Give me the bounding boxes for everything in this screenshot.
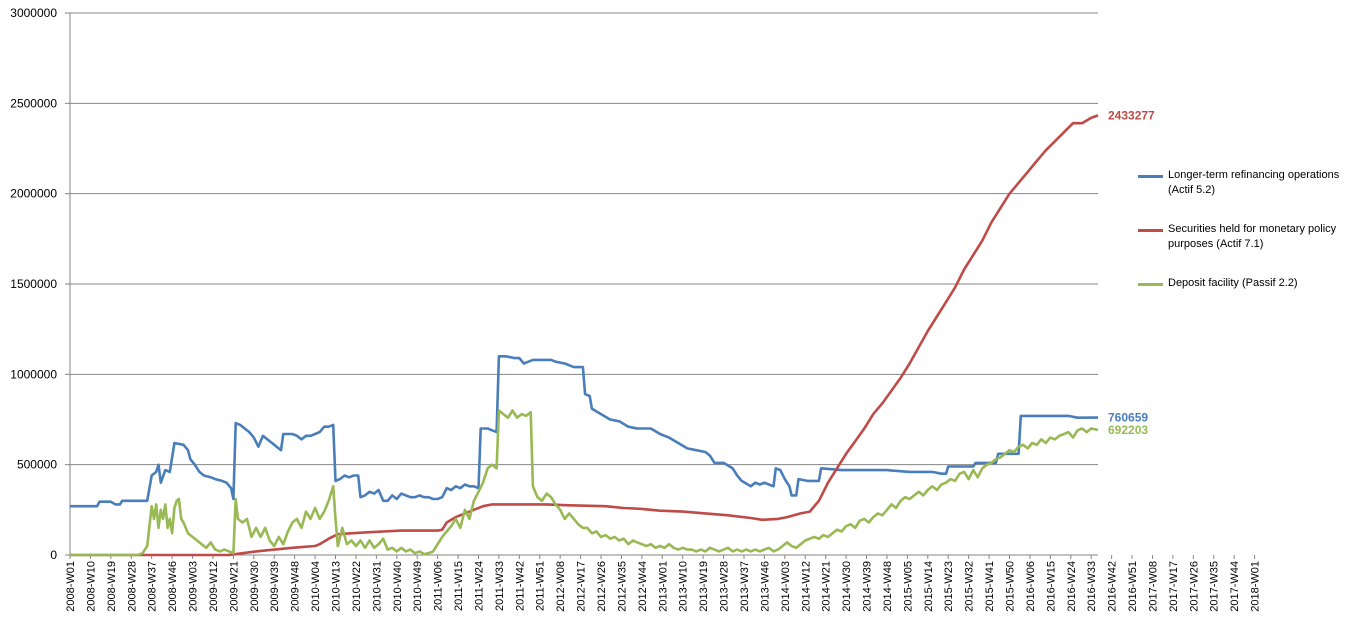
x-tick-label: 2016-W15 bbox=[1045, 561, 1057, 612]
y-tick-label: 2500000 bbox=[10, 96, 57, 110]
x-tick-label: 2011-W42 bbox=[514, 561, 526, 611]
legend-swatch-deposit bbox=[1138, 283, 1163, 286]
x-tick-label: 2014-W30 bbox=[841, 561, 853, 612]
series-line-1 bbox=[70, 114, 1099, 557]
series-line-2 bbox=[70, 409, 1099, 557]
x-tick-label: 2010-W04 bbox=[310, 561, 322, 612]
x-tick-label: 2012-W35 bbox=[616, 561, 628, 612]
x-tick-label: 2008-W01 bbox=[65, 561, 77, 612]
x-tick-label: 2016-W24 bbox=[1066, 561, 1078, 612]
legend: Longer-term refinancing operations (Acti… bbox=[1138, 168, 1363, 291]
x-tick-label: 2008-W37 bbox=[147, 561, 159, 612]
x-tick-label: 2009-W30 bbox=[249, 561, 261, 612]
x-tick-label: 2017-W35 bbox=[1209, 561, 1221, 612]
x-tick-label: 2011-W06 bbox=[433, 561, 445, 611]
end-label-2: 692203 bbox=[1108, 423, 1148, 437]
x-tick-label: 2015-W23 bbox=[943, 561, 955, 612]
x-tick-label: 2009-W21 bbox=[228, 561, 240, 612]
series-lines bbox=[70, 114, 1099, 557]
x-tick-label: 2013-W28 bbox=[719, 561, 731, 612]
x-tick-label: 2015-W32 bbox=[964, 561, 976, 612]
y-tick-label: 1500000 bbox=[10, 277, 57, 291]
x-tick-label: 2018-W01 bbox=[1250, 561, 1262, 612]
x-tick-label: 2017-W26 bbox=[1188, 561, 1200, 612]
x-tick-label: 2010-W31 bbox=[371, 561, 383, 612]
x-tick-label: 2008-W19 bbox=[106, 561, 118, 612]
x-tick-label: 2014-W12 bbox=[800, 561, 812, 612]
legend-item-securities: Securities held for monetary policy purp… bbox=[1138, 222, 1363, 252]
x-tick-label: 2010-W49 bbox=[412, 561, 424, 612]
x-tick-label: 2013-W10 bbox=[678, 561, 690, 612]
x-tick-label: 2014-W48 bbox=[882, 561, 894, 612]
y-tick-label: 3000000 bbox=[10, 6, 57, 20]
x-tick-label: 2014-W21 bbox=[821, 561, 833, 612]
x-tick-label: 2009-W12 bbox=[208, 561, 220, 612]
x-tick-label: 2008-W10 bbox=[85, 561, 97, 612]
x-tick-label: 2010-W40 bbox=[392, 561, 404, 612]
x-tick-label: 2010-W13 bbox=[331, 561, 343, 612]
x-tick-label: 2016-W51 bbox=[1127, 561, 1139, 612]
x-tick-label: 2011-W24 bbox=[473, 561, 485, 611]
axes bbox=[65, 12, 1256, 559]
x-tick-label: 2013-W37 bbox=[739, 561, 751, 612]
x-tick-label: 2017-W44 bbox=[1229, 561, 1241, 612]
end-label-1: 2433277 bbox=[1108, 108, 1155, 122]
x-tick-label: 2013-W01 bbox=[657, 561, 669, 612]
x-tick-label: 2014-W39 bbox=[862, 561, 874, 612]
x-tick-label: 2017-W17 bbox=[1168, 561, 1180, 612]
y-tick-labels: 0 500000 1000000 1500000 2000000 2500000 30000… bbox=[10, 6, 57, 562]
y-tick-label: 500000 bbox=[17, 458, 57, 472]
x-tick-label: 2009-W03 bbox=[188, 561, 200, 612]
x-tick-label: 2011-W33 bbox=[494, 561, 506, 611]
y-tick-label: 0 bbox=[50, 548, 57, 562]
series-line-0 bbox=[70, 355, 1099, 508]
x-tick-label: 2016-W42 bbox=[1107, 561, 1119, 612]
x-tick-label: 2011-W51 bbox=[535, 561, 547, 611]
legend-label-ltro: Longer-term refinancing operations (Acti… bbox=[1168, 169, 1340, 196]
x-tick-label: 2012-W44 bbox=[637, 561, 649, 612]
x-tick-label: 2017-W08 bbox=[1147, 561, 1159, 612]
x-tick-label: 2016-W33 bbox=[1086, 561, 1098, 612]
y-tick-label: 1000000 bbox=[10, 367, 57, 381]
x-tick-labels: 2008-W01 2008-W10 2008-W19 2008-W28 2008-W37… bbox=[65, 561, 1262, 612]
x-tick-label: 2015-W41 bbox=[984, 561, 996, 612]
x-tick-label: 2016-W06 bbox=[1025, 561, 1037, 612]
legend-item-ltro: Longer-term refinancing operations (Acti… bbox=[1138, 168, 1363, 198]
x-tick-label: 2009-W48 bbox=[290, 561, 302, 612]
end-label-0: 760659 bbox=[1108, 411, 1148, 425]
x-tick-label: 2015-W50 bbox=[1004, 561, 1016, 612]
x-tick-label: 2008-W46 bbox=[167, 561, 179, 612]
x-tick-label: 2015-W05 bbox=[902, 561, 914, 612]
x-tick-label: 2012-W17 bbox=[576, 561, 588, 612]
x-tick-label: 2015-W14 bbox=[923, 561, 935, 612]
legend-label-deposit: Deposit facility (Passif 2.2) bbox=[1168, 277, 1298, 289]
x-tick-label: 2013-W19 bbox=[698, 561, 710, 612]
gridlines bbox=[70, 12, 1098, 466]
legend-swatch-securities bbox=[1138, 229, 1163, 232]
x-tick-label: 2008-W28 bbox=[126, 561, 138, 612]
x-tick-label: 2014-W03 bbox=[780, 561, 792, 612]
x-tick-label: 2009-W39 bbox=[269, 561, 281, 612]
x-tick-label: 2012-W26 bbox=[596, 561, 608, 612]
x-tick-label: 2010-W22 bbox=[351, 561, 363, 612]
legend-label-securities: Securities held for monetary policy purp… bbox=[1168, 223, 1337, 250]
legend-swatch-ltro bbox=[1138, 175, 1163, 178]
x-tick-label: 2012-W08 bbox=[555, 561, 567, 612]
y-tick-label: 2000000 bbox=[10, 187, 57, 201]
x-tick-label: 2011-W15 bbox=[453, 561, 465, 611]
x-tick-label: 2013-W46 bbox=[759, 561, 771, 612]
end-labels: 760659 2433277 692203 bbox=[1108, 108, 1155, 437]
legend-item-deposit: Deposit facility (Passif 2.2) bbox=[1138, 276, 1363, 291]
